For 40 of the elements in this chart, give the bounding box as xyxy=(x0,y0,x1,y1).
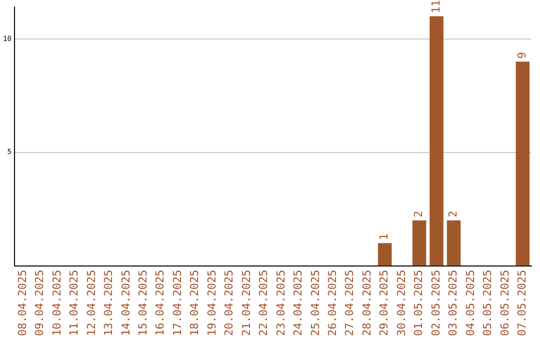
bar xyxy=(378,243,392,266)
data-label: 1 xyxy=(378,233,391,240)
x-tick-label: 17.04.2025 xyxy=(170,270,184,336)
x-tick-label: 02.05.2025 xyxy=(429,270,442,336)
x-tick-label: 28.04.2025 xyxy=(360,270,374,336)
bar xyxy=(446,220,461,266)
x-tick-label: 09.04.2025 xyxy=(33,270,46,336)
data-label: 2 xyxy=(446,210,460,218)
x-tick-label: 23.04.2025 xyxy=(274,270,288,336)
x-tick-label: 03.05.2025 xyxy=(446,270,460,336)
x-tick-label: 14.04.2025 xyxy=(119,270,132,336)
x-tick-label: 25.04.2025 xyxy=(308,270,322,336)
bar xyxy=(412,220,426,266)
x-tick-label: 24.04.2025 xyxy=(292,270,305,336)
data-label: 11 xyxy=(429,0,442,14)
x-tick-label: 22.04.2025 xyxy=(257,270,270,336)
x-tick-label: 05.05.2025 xyxy=(481,270,494,336)
x-tick-label: 08.04.2025 xyxy=(16,270,29,336)
x-tick-label: 19.04.2025 xyxy=(205,270,218,336)
x-tick-label: 15.04.2025 xyxy=(136,270,150,336)
x-tick-label: 06.05.2025 xyxy=(498,270,512,336)
x-tick-label: 29.04.2025 xyxy=(378,270,391,336)
x-tick-label: 21.04.2025 xyxy=(240,270,253,336)
x-tick-label: 18.04.2025 xyxy=(188,270,202,336)
x-tick-label: 13.04.2025 xyxy=(102,270,116,336)
x-tick-label: 16.04.2025 xyxy=(154,270,167,336)
data-label: 2 xyxy=(412,210,426,218)
x-tick-label: 11.04.2025 xyxy=(68,270,81,336)
x-tick-label: 20.04.2025 xyxy=(222,270,236,336)
x-tick-label: 26.04.2025 xyxy=(326,270,340,336)
x-tick-label: 12.04.2025 xyxy=(84,270,98,336)
x-tick-label: 04.05.2025 xyxy=(464,270,477,336)
x-tick-label: 27.04.2025 xyxy=(343,270,356,336)
x-tick-label: 10.04.2025 xyxy=(50,270,64,336)
bar xyxy=(430,16,444,266)
bar xyxy=(516,62,530,266)
data-label: 9 xyxy=(516,52,529,59)
x-tick-label: 01.05.2025 xyxy=(412,270,426,336)
x-tick-label: 07.05.2025 xyxy=(516,270,529,336)
x-tick-label: 30.04.2025 xyxy=(394,270,408,336)
